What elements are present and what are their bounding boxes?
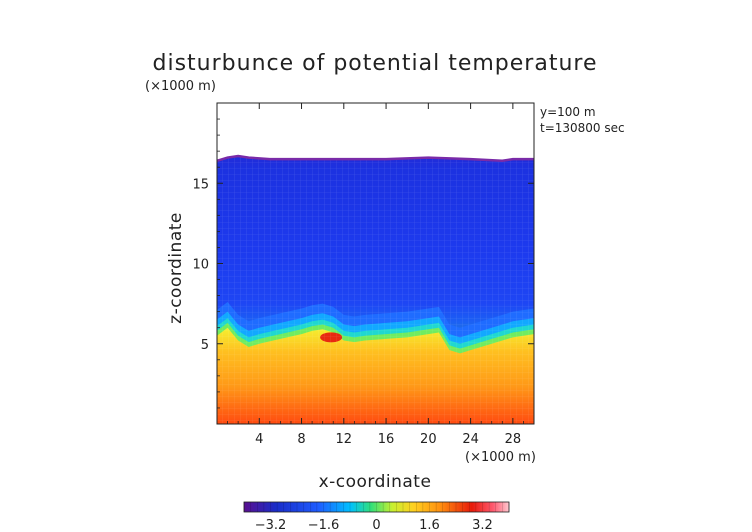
colorbar: −3.2 −1.6 0 1.6 3.2	[243, 501, 510, 532]
contour-texture	[217, 155, 534, 424]
plot-area	[217, 154, 534, 424]
annotation-y: y=100 m	[540, 105, 596, 119]
x-tick-label: 28	[505, 432, 522, 447]
y-tick-label: 15	[192, 177, 209, 192]
colorbar-tick-label: 3.2	[472, 518, 493, 532]
cloud-top-edge	[217, 154, 534, 163]
chart-title: disturbunce of potential temperature	[153, 51, 598, 76]
colorbar-tick-label: 1.6	[419, 518, 440, 532]
colorbar-tick-label: 0	[372, 518, 380, 532]
x-tick-label: 8	[297, 432, 305, 447]
x-axis-label: x-coordinate	[319, 472, 432, 492]
x-tick-label: 12	[336, 432, 353, 447]
colorbar-strip	[243, 501, 510, 513]
y-axis-ticks: 5 10 15	[192, 118, 534, 409]
z-unit-label: (×1000 m)	[145, 79, 216, 94]
annotation-t: t=130800 sec	[540, 121, 625, 135]
x-axis-ticks: 4 8 12 16 20 24 28	[227, 103, 524, 447]
x-unit-label: (×1000 m)	[465, 450, 536, 465]
x-tick-label: 4	[255, 432, 263, 447]
x-tick-label: 20	[420, 432, 437, 447]
colorbar-tick-label: −3.2	[255, 518, 287, 532]
y-axis-label: z-coordinate	[166, 212, 186, 324]
x-tick-label: 16	[378, 432, 395, 447]
x-tick-label: 24	[462, 432, 479, 447]
colorbar-tick-label: −1.6	[308, 518, 340, 532]
y-tick-label: 10	[192, 258, 209, 273]
y-tick-label: 5	[201, 338, 209, 353]
